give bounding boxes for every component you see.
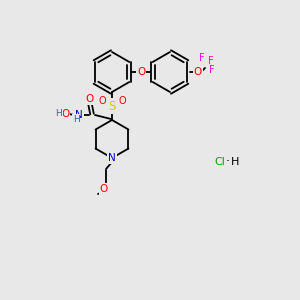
Text: S: S [108, 100, 116, 112]
Text: Cl: Cl [214, 157, 225, 167]
Text: F: F [208, 56, 214, 66]
Text: F: F [199, 53, 205, 63]
Text: H: H [73, 116, 80, 124]
Text: H: H [56, 109, 62, 118]
Text: O: O [118, 96, 126, 106]
Text: N: N [108, 153, 116, 163]
Text: O: O [100, 184, 108, 194]
Text: O: O [137, 67, 145, 77]
Text: F: F [209, 65, 215, 75]
Text: O: O [98, 96, 106, 106]
Text: ·: · [226, 155, 230, 169]
Text: O: O [194, 67, 202, 77]
Text: O: O [61, 109, 69, 119]
Text: O: O [86, 94, 94, 104]
Text: H: H [231, 157, 239, 167]
Text: N: N [75, 110, 83, 120]
